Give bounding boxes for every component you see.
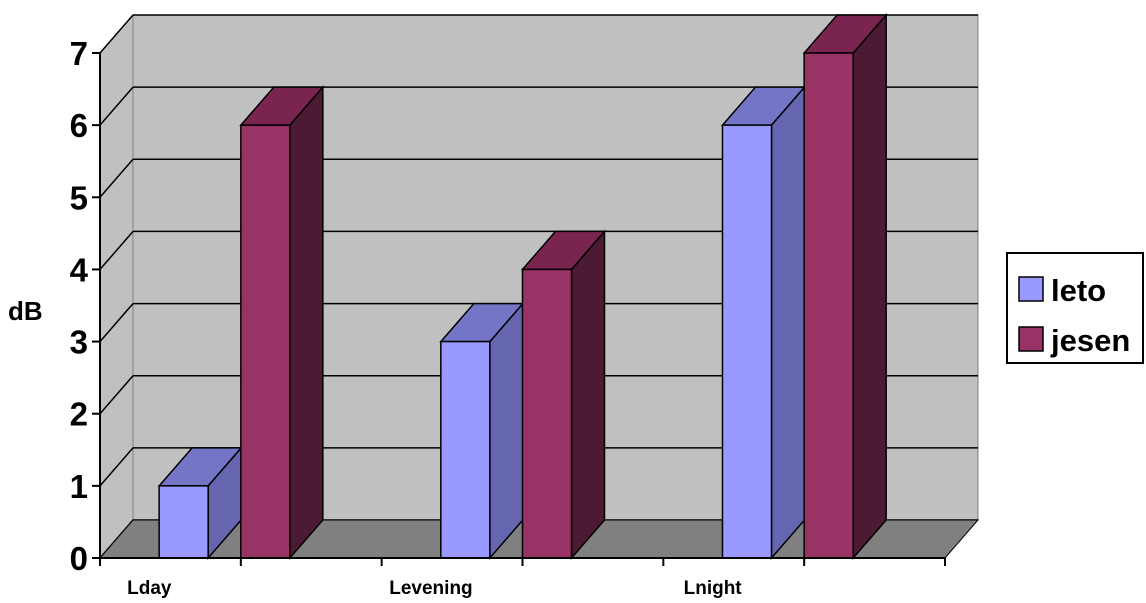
axes: 0 1 2 3 4 5 6 7 Lday Levening Lnight (70, 35, 946, 599)
legend-swatch-leto (1018, 276, 1044, 302)
gridline-diagonal (99, 303, 134, 343)
y-tick-label: 4 (70, 251, 89, 288)
bar-leto-levening (440, 340, 491, 559)
bar-leto-lday (158, 485, 209, 559)
y-tick-label: 7 (70, 35, 88, 72)
bar-jesen-levening (521, 268, 573, 559)
gridline-diagonal (99, 14, 134, 54)
gridline-diagonal (99, 447, 134, 487)
legend-swatch-jesen (1018, 326, 1044, 352)
y-tick-label: 3 (70, 324, 88, 361)
y-axis-label: dB (8, 296, 43, 326)
y-tick-label: 1 (70, 468, 88, 505)
bar-jesen-levening-side (570, 229, 606, 561)
legend: leto jesen (1006, 252, 1144, 364)
bar-jesen-lnight-side (852, 12, 887, 561)
bar-leto-levening-side (489, 301, 524, 561)
y-tick-label: 2 (70, 396, 88, 433)
gridline-diagonal (99, 86, 134, 126)
side-wall (99, 13, 134, 560)
x-tick-label: Levening (389, 578, 472, 599)
y-tick-label: 0 (70, 540, 88, 577)
legend-label-jesen: jesen (1050, 323, 1130, 358)
bar-leto-lnight (721, 124, 773, 559)
y-tick-label: 6 (70, 107, 88, 144)
gridline-diagonal (99, 158, 134, 198)
bar-jesen-lday-side (289, 85, 324, 561)
legend-label-leto: leto (1051, 273, 1106, 308)
x-tick-label: Lday (127, 578, 172, 599)
x-tick-label: Lnight (684, 578, 743, 599)
bar-jesen-lnight (803, 52, 854, 559)
gridline-diagonal (99, 375, 134, 415)
y-tick-label: 5 (70, 179, 88, 216)
gridline-diagonal (99, 230, 134, 270)
bar-leto-lnight-side (770, 85, 806, 561)
bars (157, 12, 888, 561)
bar-jesen-lday (240, 124, 291, 559)
